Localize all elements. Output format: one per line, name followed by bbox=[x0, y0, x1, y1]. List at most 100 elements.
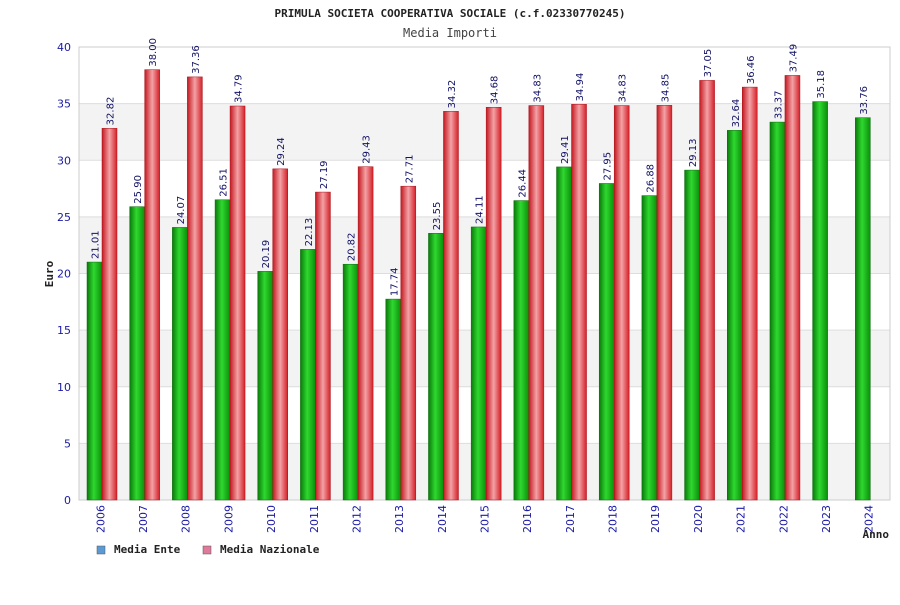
bar-media-ente-2011 bbox=[300, 249, 316, 501]
bar-media-nazionale-2012 bbox=[357, 166, 374, 501]
bar-media-ente-2008 bbox=[172, 227, 188, 501]
data-label-media-nazionale-2021: 36.46 bbox=[746, 55, 757, 84]
data-label-media-nazionale-2018: 34.83 bbox=[618, 74, 629, 103]
x-tick-label-2013: 2013 bbox=[393, 505, 406, 533]
data-label-media-nazionale-2019: 34.85 bbox=[660, 74, 671, 103]
x-tick-label-2007: 2007 bbox=[137, 505, 150, 533]
y-axis: 0 5 10 15 20 25 30 35 40 bbox=[57, 41, 71, 507]
bar-media-nazionale-2016 bbox=[528, 105, 545, 501]
data-label-media-nazionale-2010: 29.24 bbox=[276, 137, 287, 166]
x-tick-label-2008: 2008 bbox=[180, 505, 193, 533]
x-tick-label-2012: 2012 bbox=[350, 505, 363, 533]
data-label-media-nazionale-2016: 34.83 bbox=[532, 74, 543, 103]
data-label-media-ente-2020: 29.13 bbox=[688, 138, 699, 167]
bar-media-ente-2021 bbox=[727, 130, 743, 501]
bar-media-nazionale-2021 bbox=[742, 86, 758, 501]
bar-media-ente-2022 bbox=[769, 121, 786, 501]
bar-media-nazionale-2009 bbox=[229, 105, 246, 501]
y-tick-label: 20 bbox=[57, 268, 71, 281]
x-tick-label-2021: 2021 bbox=[735, 505, 748, 533]
data-label-media-nazionale-2017: 34.94 bbox=[575, 73, 586, 102]
legend-swatch-media-nazionale bbox=[202, 545, 212, 555]
bar-media-ente-2009 bbox=[214, 199, 231, 501]
data-label-media-ente-2006: 21.01 bbox=[91, 230, 102, 259]
bar-media-nazionale-2006 bbox=[101, 128, 118, 501]
bar-media-ente-2015 bbox=[470, 226, 487, 501]
y-tick-label: 5 bbox=[64, 437, 71, 450]
x-tick-label-2020: 2020 bbox=[692, 505, 705, 533]
x-tick-label-2011: 2011 bbox=[308, 505, 321, 533]
bar-media-ente-2023 bbox=[812, 101, 828, 501]
y-tick-label: 25 bbox=[57, 211, 71, 224]
data-label-media-nazionale-2012: 29.43 bbox=[362, 135, 373, 164]
data-label-media-nazionale-2022: 37.49 bbox=[788, 44, 799, 73]
data-label-media-nazionale-2020: 37.05 bbox=[703, 49, 714, 78]
bars bbox=[86, 69, 871, 501]
data-labels: 21.01 32.82 25.90 38.00 24.07 37.36 26.51 34.79… bbox=[91, 38, 870, 296]
data-label-media-nazionale-2013: 27.71 bbox=[404, 155, 415, 184]
x-tick-label-2010: 2010 bbox=[265, 505, 278, 533]
bar-media-ente-2016 bbox=[513, 200, 530, 501]
data-label-media-nazionale-2015: 34.68 bbox=[490, 76, 501, 105]
data-label-media-nazionale-2008: 37.36 bbox=[191, 45, 202, 74]
bar-media-ente-2018 bbox=[598, 183, 615, 501]
bar-media-nazionale-2007 bbox=[144, 69, 160, 501]
bar-media-nazionale-2017 bbox=[571, 104, 587, 501]
data-label-media-ente-2018: 27.95 bbox=[603, 152, 614, 181]
y-tick-label: 10 bbox=[57, 381, 71, 394]
x-tick-label-2009: 2009 bbox=[222, 505, 235, 533]
bar-media-nazionale-2018 bbox=[613, 105, 630, 501]
bar-media-ente-2017 bbox=[556, 166, 572, 501]
data-label-media-ente-2023: 35.18 bbox=[816, 70, 827, 99]
data-label-media-ente-2013: 17.74 bbox=[389, 267, 400, 296]
data-label-media-nazionale-2014: 34.32 bbox=[447, 80, 458, 109]
chart-title: PRIMULA SOCIETA COOPERATIVA SOCIALE (c.f… bbox=[275, 7, 626, 20]
legend: Media Ente Media Nazionale bbox=[96, 543, 320, 556]
bar-media-ente-2010 bbox=[257, 271, 273, 501]
data-label-media-ente-2008: 24.07 bbox=[176, 196, 187, 225]
chart-subtitle: Media Importi bbox=[403, 26, 497, 40]
y-tick-label: 35 bbox=[57, 98, 71, 111]
legend-label-media-nazionale: Media Nazionale bbox=[220, 543, 320, 556]
x-axis: 2006 2007 2008 2009 2010 2011 2012 2013 2014 2015… bbox=[94, 505, 875, 533]
bar-media-nazionale-2014 bbox=[443, 111, 459, 501]
legend-swatch-media-ente bbox=[96, 545, 106, 555]
bar-media-nazionale-2013 bbox=[400, 185, 417, 501]
data-label-media-ente-2011: 22.13 bbox=[304, 218, 315, 247]
data-label-media-ente-2009: 26.51 bbox=[219, 168, 230, 197]
y-tick-label: 30 bbox=[57, 154, 71, 167]
x-tick-label-2018: 2018 bbox=[607, 505, 620, 533]
data-label-media-ente-2019: 26.88 bbox=[645, 164, 656, 193]
bar-media-nazionale-2008 bbox=[187, 76, 203, 501]
data-label-media-ente-2022: 33.37 bbox=[773, 90, 784, 119]
x-tick-label-2022: 2022 bbox=[777, 505, 790, 533]
x-tick-label-2017: 2017 bbox=[564, 505, 577, 533]
bar-media-ente-2013 bbox=[385, 298, 402, 501]
x-tick-label-2024: 2024 bbox=[863, 505, 876, 533]
x-tick-label-2014: 2014 bbox=[436, 505, 449, 533]
y-tick-label: 15 bbox=[57, 324, 71, 337]
data-label-media-nazionale-2007: 38.00 bbox=[148, 38, 159, 67]
bar-media-ente-2019 bbox=[641, 195, 658, 501]
data-label-media-ente-2012: 20.82 bbox=[347, 233, 358, 262]
data-label-media-ente-2024: 33.76 bbox=[859, 86, 870, 115]
bar-media-nazionale-2010 bbox=[272, 168, 288, 501]
bar-media-nazionale-2022 bbox=[784, 75, 801, 501]
data-label-media-nazionale-2006: 32.82 bbox=[106, 97, 117, 126]
bar-media-nazionale-2019 bbox=[656, 105, 673, 501]
bar-media-ente-2007 bbox=[129, 206, 145, 501]
bar-media-ente-2006 bbox=[86, 261, 103, 501]
bar-media-nazionale-2015 bbox=[485, 106, 502, 501]
data-label-media-ente-2021: 32.64 bbox=[731, 99, 742, 128]
data-label-media-ente-2010: 20.19 bbox=[261, 240, 272, 269]
x-tick-label-2023: 2023 bbox=[820, 505, 833, 533]
data-label-media-ente-2007: 25.90 bbox=[133, 175, 144, 204]
bar-media-nazionale-2020 bbox=[699, 80, 715, 501]
x-tick-label-2015: 2015 bbox=[479, 505, 492, 533]
x-tick-label-2019: 2019 bbox=[649, 505, 662, 533]
data-label-media-ente-2014: 23.55 bbox=[432, 202, 443, 231]
data-label-media-ente-2015: 24.11 bbox=[475, 195, 486, 224]
bar-media-nazionale-2011 bbox=[315, 191, 331, 501]
x-axis-label: Anno bbox=[863, 528, 890, 541]
